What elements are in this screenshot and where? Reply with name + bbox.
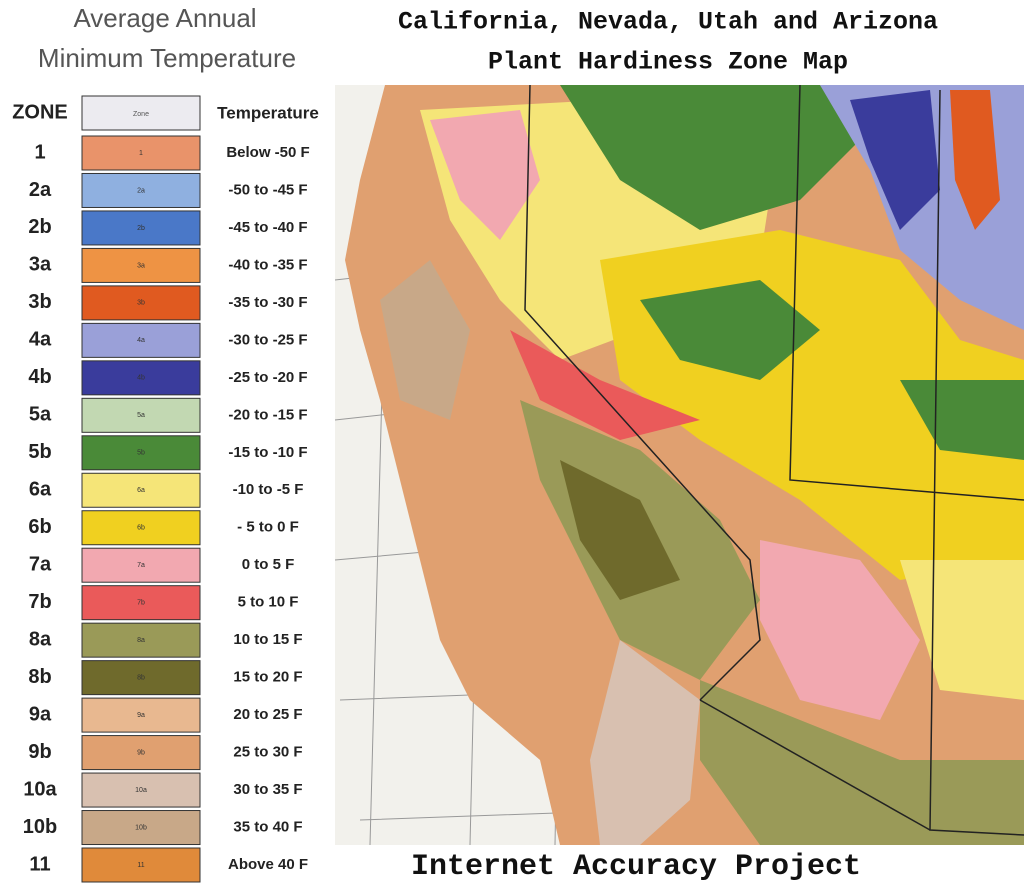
zone-swatch <box>81 547 201 583</box>
zone-label: 6b <box>28 516 51 538</box>
zone-swatch <box>81 322 201 358</box>
zone-label: 9a <box>29 703 52 725</box>
swatch-label: 9a <box>137 712 145 719</box>
zone-label: 7b <box>28 591 51 613</box>
swatch-label: 11 <box>137 862 144 869</box>
swatch-label: 6a <box>137 487 145 494</box>
swatch-header-label: Zone <box>133 111 149 118</box>
zone-swatch <box>81 735 201 771</box>
temperature-label: -30 to -25 F <box>228 331 307 348</box>
temperature-label: -35 to -30 F <box>228 294 307 311</box>
temperature-label: -25 to -20 F <box>228 369 307 386</box>
zone-swatch <box>81 247 201 283</box>
temperature-label: -20 to -15 F <box>228 406 307 423</box>
temperature-label: 5 to 10 F <box>238 594 299 611</box>
legend-rows: 1 1 Below -50 F2a 2a -50 to -45 F2b 2b -45 to … <box>23 135 310 883</box>
zone-label: 2a <box>29 179 52 201</box>
legend-title: Minimum Temperature <box>38 43 296 73</box>
zone-label: 10b <box>23 816 57 838</box>
zone-label: 3a <box>29 254 52 276</box>
temperature-label: -15 to -10 F <box>228 444 307 461</box>
legend-title: Average Annual <box>73 3 256 33</box>
zone-swatch <box>81 772 201 808</box>
zone-label: 10a <box>23 778 57 800</box>
zone-label: 5b <box>28 441 51 463</box>
temperature-label: 30 to 35 F <box>233 781 302 798</box>
swatch-label: 10a <box>135 787 147 794</box>
temperature-label: Above 40 F <box>228 856 308 873</box>
temperature-label: 15 to 20 F <box>233 669 302 686</box>
swatch-label: 9b <box>137 749 145 756</box>
zone-swatch <box>81 847 201 883</box>
zone-label: 2b <box>28 216 51 238</box>
zone-label: 8a <box>29 628 52 650</box>
swatch-header <box>81 95 201 131</box>
swatch-label: 8b <box>137 674 145 681</box>
zone-label: 3b <box>28 291 51 313</box>
swatch-label: 5a <box>137 412 145 419</box>
zone-swatch <box>81 360 201 396</box>
zone-label: 9b <box>28 741 51 763</box>
zone-swatch <box>81 510 201 546</box>
map-title: Plant Hardiness Zone Map <box>488 48 848 77</box>
temperature-header: Temperature <box>217 103 319 122</box>
swatch-label: 3b <box>137 300 145 307</box>
zone-label: 1 <box>34 141 45 163</box>
temperature-label: 20 to 25 F <box>233 706 302 723</box>
swatch-label: 7b <box>137 600 145 607</box>
swatch-label: 8a <box>137 637 145 644</box>
temperature-label: 35 to 40 F <box>233 818 302 835</box>
swatch-label: 1 <box>139 150 143 157</box>
zone-swatch <box>81 135 201 171</box>
map-title: California, Nevada, Utah and Arizona <box>398 8 938 37</box>
zone-swatch <box>81 435 201 471</box>
temperature-label: -50 to -45 F <box>228 181 307 198</box>
swatch-label: 10b <box>135 824 147 831</box>
temperature-label: Below -50 F <box>226 144 309 161</box>
zone-swatch <box>81 472 201 508</box>
temperature-label: -45 to -40 F <box>228 219 307 236</box>
temperature-label: -10 to -5 F <box>233 481 304 498</box>
temperature-label: 25 to 30 F <box>233 744 302 761</box>
map-footer: Internet Accuracy Project <box>411 850 861 884</box>
temperature-label: 0 to 5 F <box>242 556 295 573</box>
zone-label: 5a <box>29 404 52 426</box>
zone-label: 7a <box>29 553 52 575</box>
zone-swatch <box>81 585 201 621</box>
swatch-label: 4a <box>137 337 145 344</box>
zone-label: 4a <box>29 329 52 351</box>
swatch-label: 3a <box>137 262 145 269</box>
zone-swatch <box>81 622 201 658</box>
zone-label: 11 <box>29 853 50 875</box>
swatch-label: 2b <box>137 225 145 232</box>
zone-swatch <box>81 397 201 433</box>
map <box>334 84 1024 846</box>
zone-swatch <box>81 285 201 321</box>
temperature-label: - 5 to 0 F <box>237 519 299 536</box>
zone-label: 4b <box>28 366 51 388</box>
zone-header: ZONE <box>12 101 68 123</box>
zone-swatch <box>81 172 201 208</box>
zone-swatch <box>81 810 201 846</box>
zone-swatch <box>81 660 201 696</box>
temperature-label: -40 to -35 F <box>228 256 307 273</box>
zone-label: 6a <box>29 479 52 501</box>
swatch-label: 7a <box>137 562 145 569</box>
zone-swatch <box>81 210 201 246</box>
swatch-label: 5b <box>137 450 145 457</box>
zone-label: 8b <box>28 666 51 688</box>
swatch-label: 4b <box>137 375 145 382</box>
temperature-label: 10 to 15 F <box>233 631 302 648</box>
swatch-label: 2a <box>137 187 145 194</box>
zone-swatch <box>81 697 201 733</box>
swatch-label: 6b <box>137 525 145 532</box>
